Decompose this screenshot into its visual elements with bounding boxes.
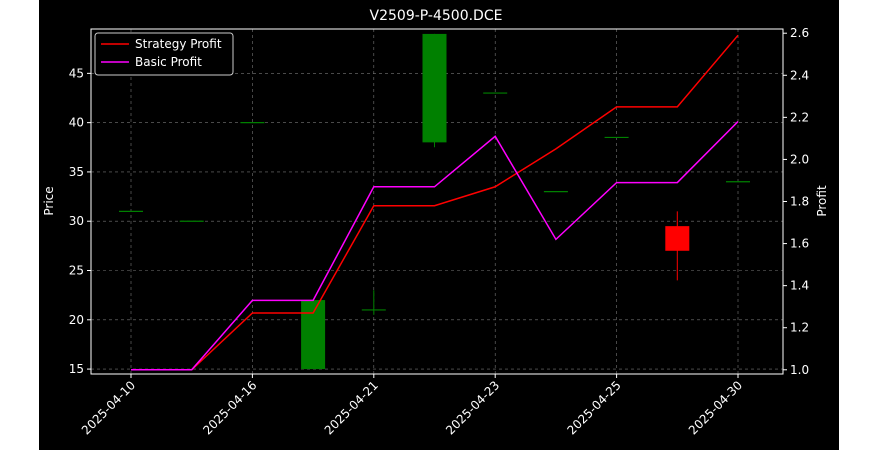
profit-lines: [131, 34, 739, 371]
y-right-tick-label: 1.2: [790, 321, 809, 335]
y-right-tick-label: 2.4: [790, 68, 809, 82]
legend-label-basic: Basic Profit: [135, 55, 202, 69]
y-left-tick-label: 45: [69, 66, 84, 80]
y-left-tick-label: 35: [69, 165, 84, 179]
chart-figure: V2509-P-4500.DCE 15 20 25 30 35 40 45 1.0 1.2 1.…: [39, 0, 839, 450]
y-left-tick-label: 25: [69, 264, 84, 278]
y-axis-left: 15 20 25 30 35 40 45: [69, 66, 91, 376]
basic-profit-line: [131, 121, 739, 371]
y-axis-left-label: Price: [42, 186, 56, 215]
candlesticks: [119, 33, 750, 370]
y-right-tick-label: 1.8: [790, 195, 809, 209]
y-right-tick-label: 2.0: [790, 152, 809, 166]
y-left-tick-label: 15: [69, 362, 84, 376]
x-tick-label: 2025-04-16: [200, 378, 259, 437]
chart-title: V2509-P-4500.DCE: [370, 8, 503, 24]
y-right-tick-label: 1.6: [790, 237, 809, 251]
legend-box: [94, 32, 234, 76]
y-right-tick-label: 1.0: [790, 363, 809, 377]
candle-body: [301, 300, 326, 370]
x-axis: 2025-04-10 2025-04-16 2025-04-21 2025-04-23…: [79, 374, 745, 437]
x-tick-label: 2025-04-25: [565, 378, 624, 437]
y-left-tick-label: 20: [69, 313, 84, 327]
strategy-profit-line: [131, 34, 739, 371]
y-right-tick-label: 2.6: [790, 26, 809, 40]
y-left-tick-label: 40: [69, 116, 84, 130]
legend: Strategy Profit Basic Profit: [94, 32, 234, 76]
x-tick-label: 2025-04-23: [443, 378, 502, 437]
candle-body: [665, 226, 690, 251]
y-axis-right: 1.0 1.2 1.4 1.6 1.8 2.0 2.2 2.4 2.6: [783, 26, 809, 377]
x-tick-label: 2025-04-21: [322, 378, 381, 437]
legend-label-strategy: Strategy Profit: [135, 37, 222, 51]
candle-body: [422, 33, 447, 143]
y-left-tick-label: 30: [69, 214, 84, 228]
y-axis-right-label: Profit: [815, 185, 829, 217]
y-right-tick-label: 2.2: [790, 110, 809, 124]
y-right-tick-label: 1.4: [790, 279, 809, 293]
x-tick-label: 2025-04-10: [79, 378, 138, 437]
x-tick-label: 2025-04-30: [686, 378, 745, 437]
